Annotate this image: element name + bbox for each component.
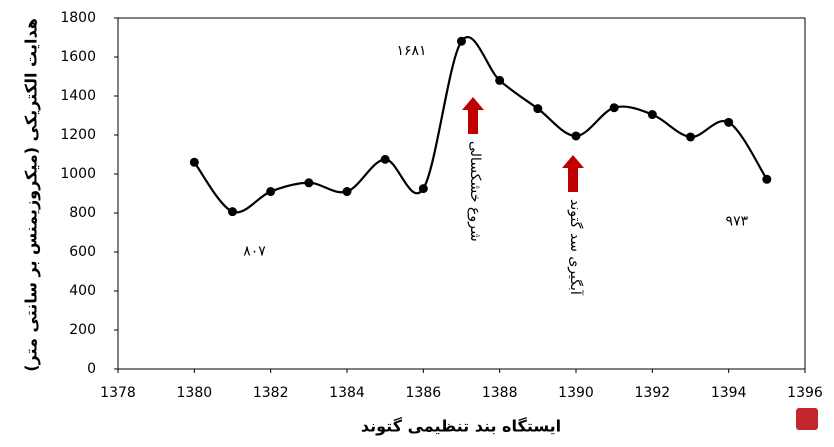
data-point bbox=[457, 36, 466, 46]
data-point bbox=[418, 184, 428, 194]
data-point bbox=[647, 110, 657, 120]
x-tick-label: 1394 bbox=[711, 385, 747, 401]
value-label: ۱۶۸۱ bbox=[396, 43, 426, 59]
y-tick-label: 600 bbox=[69, 244, 96, 260]
x-axis-title: ایستگاه بند تنظیمی گتوند bbox=[361, 417, 561, 436]
x-tick-label: 1386 bbox=[406, 385, 442, 401]
x-tick-label: 1384 bbox=[329, 385, 365, 401]
data-point bbox=[495, 75, 505, 85]
data-point bbox=[304, 178, 314, 188]
data-point bbox=[380, 154, 390, 164]
data-point bbox=[342, 187, 352, 197]
y-axis-title: هدایت الکتریکی (میکروزیمنس بر سانتی متر) bbox=[22, 18, 41, 372]
y-tick-label: 400 bbox=[69, 283, 96, 299]
data-point bbox=[189, 157, 199, 167]
data-point bbox=[686, 132, 695, 142]
value-label: ۸۰۷ bbox=[243, 244, 266, 260]
x-tick-label: 1390 bbox=[558, 385, 594, 401]
y-tick-label: 1400 bbox=[60, 88, 96, 104]
y-tick-label: 0 bbox=[87, 361, 96, 377]
annotation: آبگیری سد گتوند bbox=[567, 199, 584, 296]
y-tick-label: 200 bbox=[69, 322, 96, 338]
y-tick-label: 800 bbox=[69, 205, 96, 221]
x-tick-label: 1388 bbox=[482, 385, 518, 401]
value-label: ۹۷۳ bbox=[726, 213, 749, 229]
x-tick-label: 1378 bbox=[100, 385, 136, 401]
x-tick-label: 1382 bbox=[253, 385, 289, 401]
y-tick-label: 1000 bbox=[60, 166, 96, 182]
data-point bbox=[228, 207, 237, 217]
data-point bbox=[533, 104, 543, 114]
data-point bbox=[724, 117, 734, 127]
data-point bbox=[609, 103, 619, 113]
annotation-arrow bbox=[462, 97, 484, 134]
plot-frame bbox=[117, 17, 806, 370]
data-point bbox=[571, 131, 581, 141]
annotation: شروع خشکسالی bbox=[467, 141, 483, 242]
data-point bbox=[266, 187, 276, 197]
y-tick-label: 1800 bbox=[60, 10, 96, 26]
data-line bbox=[193, 36, 768, 214]
annotation-arrow bbox=[562, 155, 584, 192]
y-tick-label: 1200 bbox=[60, 127, 96, 143]
x-tick-label: 1380 bbox=[177, 385, 213, 401]
y-tick-label: 1600 bbox=[60, 49, 96, 65]
data-point bbox=[762, 174, 772, 184]
logo bbox=[796, 408, 818, 430]
x-tick-label: 1392 bbox=[635, 385, 671, 401]
x-tick-label: 1396 bbox=[787, 385, 823, 401]
